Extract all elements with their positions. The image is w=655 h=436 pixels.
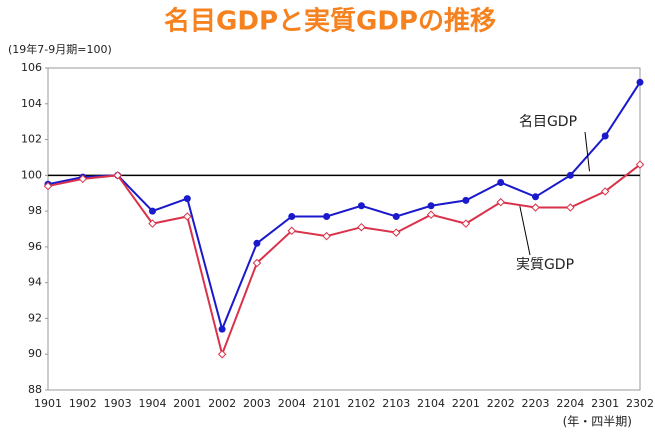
annotation-leader <box>519 206 531 256</box>
data-point <box>462 196 470 204</box>
data-point <box>218 325 226 333</box>
x-tick-label: 1903 <box>104 397 132 410</box>
series-line <box>47 81 641 333</box>
data-point <box>78 174 88 184</box>
data-point <box>183 195 191 203</box>
x-tick-label: 1902 <box>69 397 97 410</box>
y-tick-label: 104 <box>21 97 42 110</box>
data-point <box>253 239 261 247</box>
x-tick-label: 2204 <box>556 397 584 410</box>
data-point <box>148 207 156 215</box>
data-point <box>635 160 645 169</box>
data-point <box>427 202 435 210</box>
data-point <box>601 132 609 140</box>
x-tick-label: 1901 <box>34 397 62 410</box>
data-point <box>148 219 157 228</box>
x-tick-label: 2202 <box>487 397 515 410</box>
x-tick-label: 2001 <box>173 397 201 410</box>
y-tick-label: 100 <box>21 168 42 181</box>
data-point <box>392 212 400 220</box>
x-tick-label: 2104 <box>417 397 445 410</box>
x-tick-label: 2203 <box>522 397 550 410</box>
y-tick-label: 92 <box>28 311 42 324</box>
data-point <box>43 181 53 191</box>
x-tick-label: 2302 <box>626 397 654 410</box>
data-point <box>496 197 505 207</box>
x-tick-label: 2003 <box>243 397 271 410</box>
y-tick-label: 102 <box>21 133 42 146</box>
x-tick-label: 2102 <box>347 397 375 410</box>
chart-title: 名目GDPと実質GDPの推移 <box>164 6 496 37</box>
series-annotation: 実質GDP <box>516 257 574 273</box>
data-point <box>322 231 331 241</box>
x-tick-label: 2103 <box>382 397 410 410</box>
x-tick-label: 2004 <box>278 397 306 410</box>
data-point <box>357 222 366 232</box>
y-tick-label: 106 <box>21 61 42 74</box>
x-tick-label: 2201 <box>452 397 480 410</box>
data-point <box>600 187 610 196</box>
data-point <box>252 258 262 268</box>
data-point <box>426 210 436 219</box>
data-point <box>288 212 296 220</box>
y-tick-label: 96 <box>28 240 42 253</box>
y-tick-label: 98 <box>28 204 42 217</box>
data-point <box>357 202 365 210</box>
x-tick-label: 2101 <box>313 397 341 410</box>
data-point <box>497 178 505 186</box>
x-axis-label: (年・四半期) <box>563 415 632 429</box>
data-point <box>566 203 575 212</box>
data-point <box>566 171 574 179</box>
data-point <box>532 193 540 201</box>
y-tick-label: 88 <box>28 383 42 396</box>
y-tick-label: 94 <box>28 276 42 289</box>
series-annotation: 名目GDP <box>519 114 577 130</box>
data-point <box>531 203 540 212</box>
y-tick-label: 90 <box>28 347 42 360</box>
x-tick-label: 2301 <box>591 397 619 410</box>
x-tick-label: 2002 <box>208 397 236 410</box>
data-point <box>391 228 401 237</box>
series-line <box>47 163 641 358</box>
data-point <box>113 171 122 180</box>
annotation-leader <box>584 131 591 172</box>
data-point <box>217 349 227 359</box>
plot-frame <box>47 67 641 391</box>
data-point <box>323 212 331 220</box>
data-point <box>183 212 192 221</box>
data-point <box>287 226 297 236</box>
data-point <box>461 219 471 228</box>
y-axis-label: (19年7-9月期=100) <box>8 42 112 56</box>
x-tick-label: 1904 <box>138 397 166 410</box>
data-point <box>636 78 644 86</box>
